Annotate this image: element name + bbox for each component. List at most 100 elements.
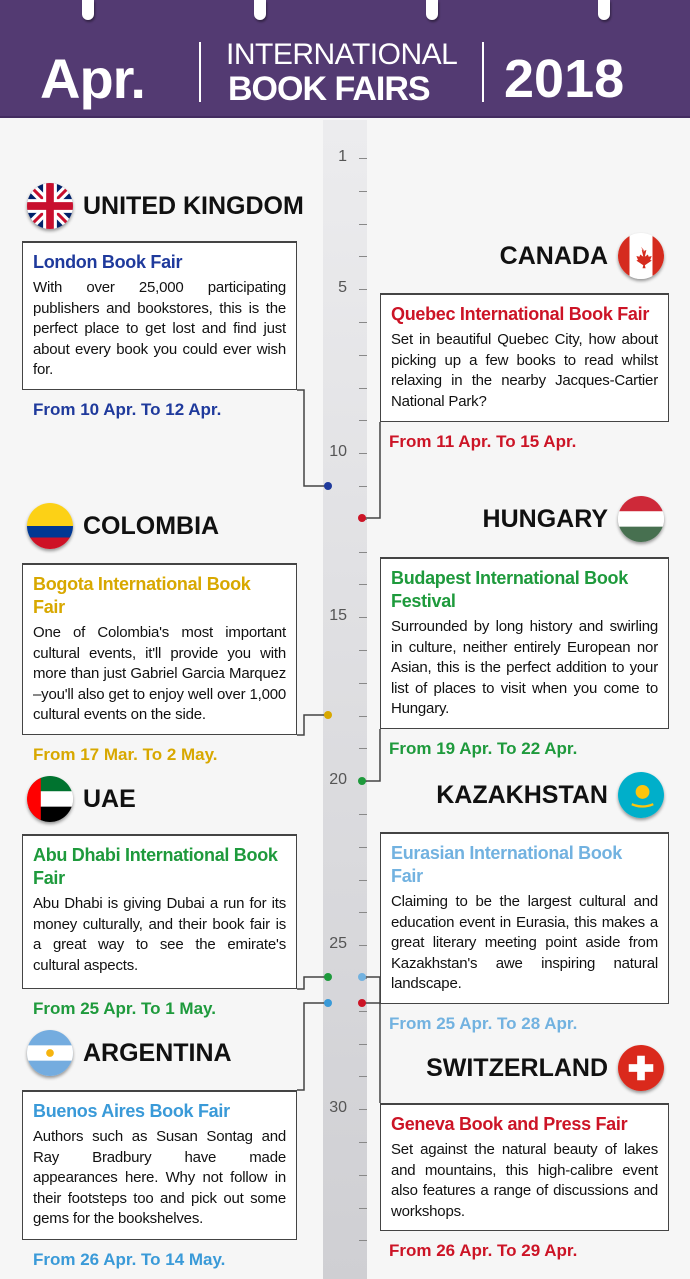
fair-card-hungary: Budapest International Book Festival Surr… <box>380 557 669 729</box>
timeline-label: 20 <box>329 771 347 789</box>
header-banner: Apr. INTERNATIONAL BOOK FAIRS 2018 <box>0 0 690 118</box>
fair-name: Abu Dhabi International Book Fair <box>33 845 278 888</box>
fair-description: Claiming to be the largest cultural and … <box>391 893 658 992</box>
connector-line <box>362 976 381 1004</box>
country-heading-colombia: COLOMBIA <box>27 503 219 549</box>
country-heading-canada: CANADA <box>500 233 664 279</box>
timeline-tick <box>359 223 367 225</box>
connector-line <box>297 389 328 487</box>
kazakhstan-flag-icon <box>618 772 664 818</box>
country-heading-kazakhstan: KAZAKHSTAN <box>436 772 664 818</box>
fair-description: Abu Dhabi is giving Dubai a run for its … <box>33 895 286 974</box>
timeline-tick <box>359 190 367 192</box>
country-name: CANADA <box>499 241 608 270</box>
timeline-bar: 1 5 10 15 20 25 30 <box>323 120 367 1279</box>
country-heading-uae: UAE <box>27 776 136 822</box>
timeline-tick <box>359 486 367 487</box>
timeline-tick <box>359 158 367 159</box>
fair-description: Set in beautiful Quebec City, how about … <box>391 331 658 410</box>
fair-card-united-kingdom: London Book Fair With over 25,000 partici… <box>22 241 297 390</box>
timeline-tick <box>359 617 367 619</box>
fair-description: Set against the natural beauty of lakes … <box>391 1141 658 1220</box>
timeline-tick <box>359 551 367 553</box>
timeline-dot <box>358 973 366 981</box>
fair-name: Budapest International Book Festival <box>391 568 628 611</box>
timeline-tick <box>359 354 367 356</box>
timeline-tick <box>359 846 367 848</box>
timeline-dot <box>324 482 332 490</box>
binder-ring <box>426 0 438 20</box>
connector-line <box>297 714 328 736</box>
country-name: HUNGARY <box>482 504 608 533</box>
connector-line <box>362 729 381 782</box>
hungary-flag-icon <box>618 496 664 542</box>
connector-line <box>297 976 328 990</box>
fair-card-colombia: Bogota International Book Fair One of Col… <box>22 563 297 735</box>
timeline-dot <box>358 777 366 785</box>
timeline-tick <box>359 584 367 586</box>
timeline-tick <box>359 1207 367 1209</box>
title-line2: BOOK FAIRS <box>228 70 431 108</box>
timeline-tick <box>359 289 367 291</box>
fair-card-uae: Abu Dhabi International Book Fair Abu Dha… <box>22 834 297 989</box>
switzerland-flag-icon <box>618 1045 664 1091</box>
timeline-label: 30 <box>329 1099 347 1117</box>
timeline-tick <box>359 1240 367 1242</box>
timeline-tick <box>359 715 367 717</box>
country-heading-argentina: ARGENTINA <box>27 1030 232 1076</box>
fair-card-argentina: Buenos Aires Book Fair Authors such as Su… <box>22 1090 297 1240</box>
country-name: UAE <box>83 784 136 813</box>
fair-name: Geneva Book and Press Fair <box>391 1114 628 1134</box>
uae-flag-icon <box>27 776 73 822</box>
timeline-dot <box>358 999 366 1007</box>
title-line1: INTERNATIONAL <box>226 38 458 71</box>
fair-description: Authors such as Susan Sontag and Ray Bra… <box>33 1128 286 1227</box>
country-name: KAZAKHSTAN <box>436 780 608 809</box>
divider <box>199 42 201 102</box>
timeline-tick <box>359 682 367 684</box>
timeline-tick <box>359 912 367 914</box>
fair-name: Eurasian International Book Fair <box>391 843 622 886</box>
timeline-label: 15 <box>329 607 347 625</box>
timeline-tick <box>359 1174 367 1176</box>
fair-name: Bogota International Book Fair <box>33 574 251 617</box>
timeline-dot <box>324 973 332 981</box>
timeline-dot <box>324 999 332 1007</box>
timeline-tick <box>359 1109 367 1111</box>
colombia-flag-icon <box>27 503 73 549</box>
timeline-dot <box>358 514 366 522</box>
timeline-tick <box>359 1010 367 1012</box>
country-name: COLOMBIA <box>83 511 220 540</box>
timeline-tick <box>359 879 367 881</box>
timeline-tick <box>359 1076 367 1078</box>
fair-description: Surrounded by long history and swirling … <box>391 618 658 717</box>
fair-name: London Book Fair <box>33 252 183 272</box>
timeline-dot <box>324 711 332 719</box>
timeline-tick <box>359 748 367 750</box>
country-heading-united-kingdom: UNITED KINGDOM <box>27 183 304 229</box>
fair-name: Buenos Aires Book Fair <box>33 1101 230 1121</box>
fair-dates: From 25 Apr. To 28 Apr. <box>389 1014 578 1033</box>
fair-description: One of Colombia's most important cultura… <box>33 624 286 723</box>
timeline-tick <box>359 814 367 815</box>
fair-dates: From 11 Apr. To 15 Apr. <box>389 432 577 451</box>
timeline-label: 25 <box>329 935 347 953</box>
country-heading-switzerland: SWITZERLAND <box>426 1045 664 1091</box>
year-title: 2018 <box>504 49 625 109</box>
fair-card-switzerland: Geneva Book and Press Fair Set against th… <box>380 1103 669 1231</box>
fair-card-canada: Quebec International Book Fair Set in bea… <box>380 293 669 422</box>
argentina-flag-icon <box>27 1030 73 1076</box>
timeline-tick <box>359 453 367 455</box>
binder-ring <box>82 0 94 20</box>
country-name: ARGENTINA <box>83 1038 232 1067</box>
country-heading-hungary: HUNGARY <box>483 496 664 542</box>
fair-dates: From 26 Apr. To 14 May. <box>33 1250 226 1269</box>
timeline-label: 10 <box>329 443 347 461</box>
timeline-tick <box>359 650 367 651</box>
fair-dates: From 17 Mar. To 2 May. <box>33 745 218 764</box>
country-name: UNITED KINGDOM <box>83 191 304 220</box>
connector-line <box>362 1002 381 1103</box>
timeline-label: 1 <box>338 148 347 165</box>
timeline-tick <box>359 1142 367 1143</box>
fair-dates: From 25 Apr. To 1 May. <box>33 999 216 1018</box>
